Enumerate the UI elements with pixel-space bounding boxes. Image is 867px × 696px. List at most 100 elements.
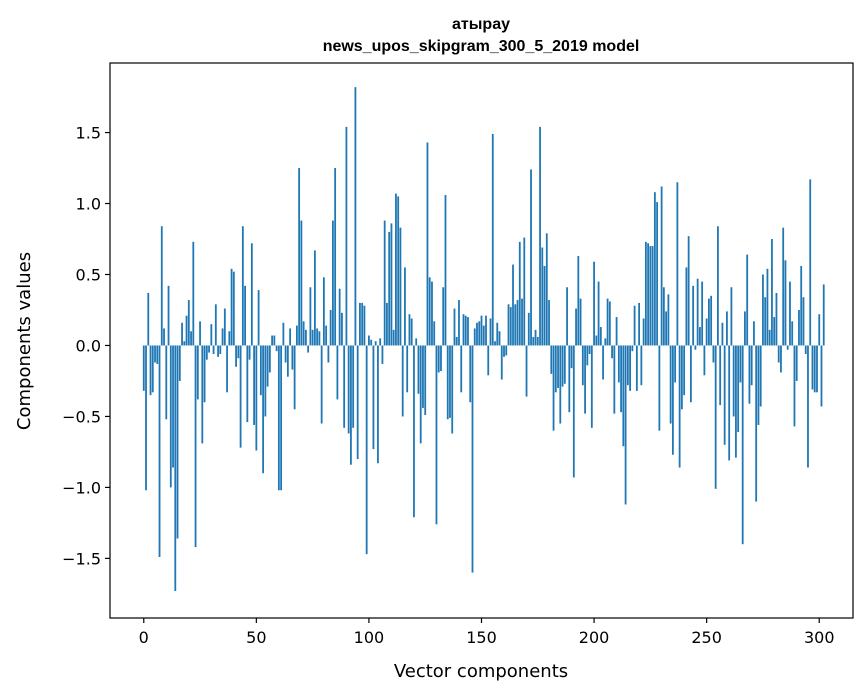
bar-200: [593, 261, 595, 346]
bar-154: [489, 318, 492, 346]
bar-206: [606, 298, 609, 346]
bar-126: [426, 142, 429, 346]
bar-82: [327, 345, 330, 363]
bar-214: [624, 345, 627, 505]
bar-292: [800, 265, 803, 346]
bar-56: [268, 345, 271, 373]
bar-110: [390, 223, 393, 346]
bar-281: [775, 292, 778, 346]
bar-179: [545, 233, 548, 346]
bar-60: [277, 345, 280, 491]
bar-261: [730, 287, 733, 346]
bar-262: [732, 345, 735, 417]
bar-29: [208, 345, 210, 353]
bar-275: [762, 274, 764, 346]
bar-159: [500, 345, 503, 380]
bar-210: [615, 317, 618, 346]
bar-141: [460, 345, 463, 393]
bar-267: [744, 311, 746, 346]
bar-238: [678, 345, 681, 468]
bar-33: [217, 345, 219, 357]
bar-240: [683, 345, 686, 396]
bar-272: [755, 345, 758, 502]
bar-276: [764, 297, 767, 346]
bar-65: [289, 328, 292, 346]
bar-50: [255, 345, 258, 451]
bar-145: [469, 345, 472, 403]
bar-42: [237, 345, 240, 359]
bar-43: [239, 345, 242, 448]
bar-100: [368, 335, 370, 346]
bar-233: [667, 294, 670, 346]
bar-239: [680, 345, 683, 410]
bar-189: [568, 345, 571, 413]
bar-135: [446, 345, 449, 420]
bar-146: [471, 345, 474, 573]
x-axis-label: Vector components: [394, 661, 568, 682]
bar-285: [784, 260, 787, 346]
bar-201: [595, 335, 598, 346]
bar-6: [156, 345, 159, 364]
bar-220: [638, 302, 641, 346]
bar-284: [782, 227, 785, 346]
bar-194: [579, 298, 582, 346]
bar-38: [228, 331, 231, 346]
bar-31: [212, 345, 215, 354]
bar-133: [442, 287, 445, 346]
bar-123: [419, 345, 422, 444]
bar-164: [512, 264, 514, 346]
bar-32: [214, 304, 217, 346]
bar-5: [154, 345, 156, 363]
bar-252: [710, 295, 713, 346]
bar-215: [626, 345, 629, 386]
bar-298: [813, 345, 816, 393]
bar-24: [196, 345, 199, 400]
bar-12: [169, 345, 172, 488]
bar-80: [322, 277, 325, 346]
bar-254: [714, 345, 717, 489]
bar-173: [532, 336, 535, 346]
bar-149: [478, 321, 481, 346]
bar-246: [696, 278, 699, 346]
bar-162: [507, 304, 510, 346]
bar-260: [728, 345, 731, 461]
bar-205: [604, 338, 607, 346]
bar-13: [172, 345, 174, 468]
bar-273: [757, 345, 760, 425]
bar-277: [766, 268, 769, 346]
bar-27: [203, 345, 206, 403]
bar-226: [651, 246, 654, 346]
bar-296: [809, 179, 812, 346]
bar-178: [543, 265, 546, 346]
bar-199: [590, 345, 593, 428]
bar-270: [750, 345, 753, 386]
bar-101: [370, 339, 373, 346]
bar-25: [199, 321, 201, 346]
bar-161: [505, 345, 508, 356]
bar-237: [676, 182, 679, 346]
bar-247: [699, 327, 701, 346]
bar-52: [259, 345, 262, 396]
bar-231: [662, 287, 665, 346]
bar-195: [581, 345, 584, 386]
bar-77: [316, 328, 319, 346]
bar-111: [392, 329, 395, 346]
bar-274: [759, 345, 762, 407]
bar-17: [181, 322, 183, 346]
y-tick-label: 1.0: [76, 195, 101, 214]
bar-291: [798, 309, 800, 346]
bar-78: [318, 331, 321, 346]
bar-series: [142, 87, 825, 592]
bar-156: [494, 341, 496, 346]
bar-286: [786, 345, 789, 350]
bar-136: [449, 345, 451, 418]
y-tick-label: 1.5: [76, 124, 101, 143]
bar-129: [433, 321, 436, 346]
bar-301: [820, 345, 823, 407]
bar-143: [464, 315, 467, 346]
bar-87: [338, 288, 341, 346]
bar-118: [408, 314, 411, 346]
bar-93: [352, 345, 355, 428]
bar-217: [631, 345, 634, 352]
bar-183: [554, 345, 557, 393]
